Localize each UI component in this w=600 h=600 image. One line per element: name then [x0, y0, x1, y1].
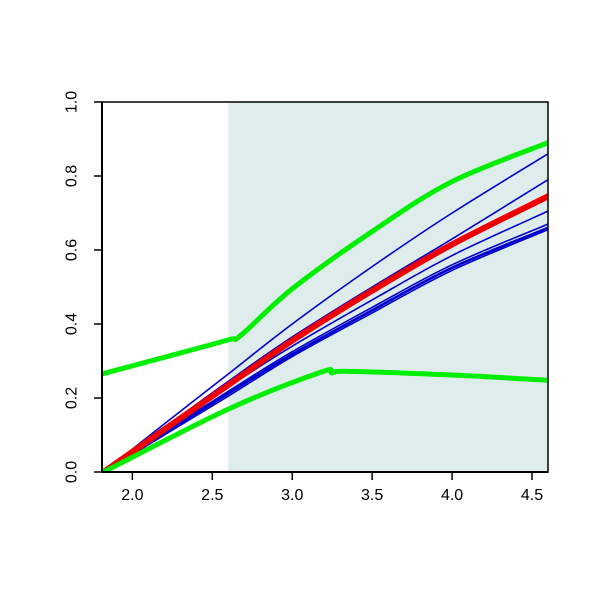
shaded-region — [228, 102, 548, 472]
x-tick-label: 3.5 — [361, 487, 383, 504]
series-layer — [102, 140, 548, 472]
series-line-upper-bound-7 — [102, 140, 548, 377]
series-line-curve-4 — [102, 226, 548, 472]
x-tick-label: 2.5 — [201, 487, 223, 504]
y-tick-label: 0.4 — [64, 313, 81, 335]
y-tick-label: 1.0 — [64, 91, 81, 113]
y-tick-label: 0.8 — [64, 165, 81, 187]
shaded-region-layer — [228, 102, 548, 472]
y-tick-label: 0.6 — [64, 239, 81, 261]
series-line-curve-5 — [102, 228, 548, 472]
x-tick-label: 4.0 — [441, 487, 463, 504]
x-tick-label: 4.5 — [521, 487, 543, 504]
y-tick-label: 0.2 — [64, 387, 81, 409]
series-line-curve-0 — [102, 153, 548, 472]
axes-layer: 2.0 2.5 3.0 3.5 4.0 4.5 0.0 0.2 0.4 0.6 0.8 1.0 — [64, 91, 549, 504]
x-tick-label: 3.0 — [281, 487, 303, 504]
y-tick-label: 0.0 — [64, 461, 81, 483]
series-line-mean-6 — [102, 193, 548, 472]
x-tick-label: 2.0 — [121, 487, 143, 504]
series-line-lower-bound-8 — [102, 367, 548, 472]
